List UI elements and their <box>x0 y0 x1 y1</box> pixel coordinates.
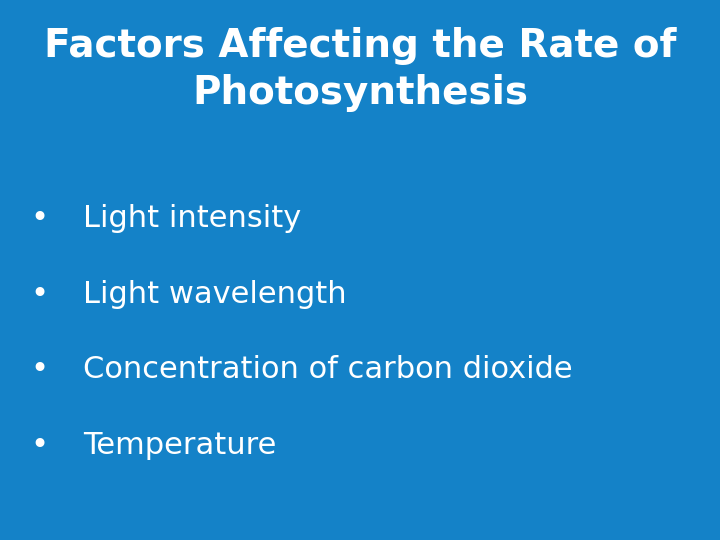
Text: Temperature: Temperature <box>83 431 276 460</box>
Text: •: • <box>30 431 49 460</box>
Text: Light wavelength: Light wavelength <box>83 280 346 309</box>
Text: •: • <box>30 204 49 233</box>
Text: Light intensity: Light intensity <box>83 204 301 233</box>
Text: •: • <box>30 355 49 384</box>
Text: •: • <box>30 280 49 309</box>
Text: Factors Affecting the Rate of
Photosynthesis: Factors Affecting the Rate of Photosynth… <box>44 27 676 112</box>
Text: Concentration of carbon dioxide: Concentration of carbon dioxide <box>83 355 572 384</box>
